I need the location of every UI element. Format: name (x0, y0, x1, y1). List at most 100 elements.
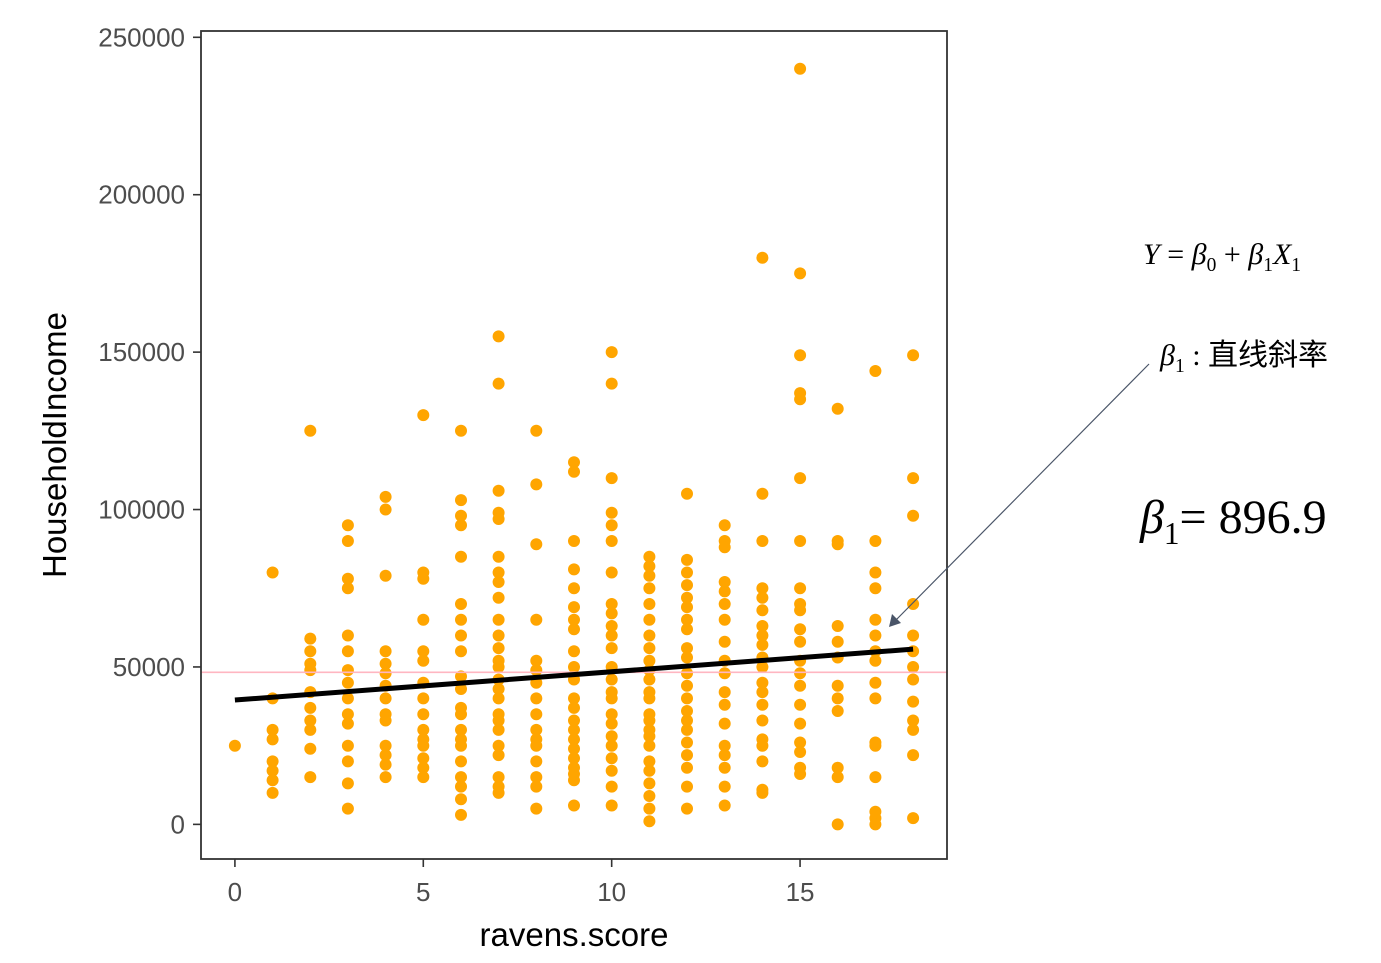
data-point (379, 714, 392, 727)
data-point (907, 472, 920, 485)
data-point (341, 645, 354, 658)
data-point (869, 654, 882, 667)
data-point (568, 714, 580, 727)
data-point (417, 708, 430, 721)
regression-line (234, 646, 914, 703)
data-point (756, 714, 769, 727)
data-point (568, 752, 580, 765)
data-point (341, 519, 354, 532)
data-point (605, 346, 618, 359)
data-point (718, 761, 731, 774)
data-point (869, 535, 882, 547)
data-point (530, 654, 543, 667)
data-point (643, 802, 656, 815)
data-point (379, 645, 392, 658)
data-point (492, 723, 505, 736)
data-point (530, 692, 543, 705)
data-point (379, 692, 392, 705)
data-point (341, 777, 354, 790)
formula-beta0-sub: 0 (1206, 254, 1217, 276)
data-point (794, 393, 807, 406)
data-point (492, 576, 505, 588)
data-point (304, 714, 317, 727)
data-point (568, 563, 580, 576)
data-point (492, 692, 505, 705)
data-point (341, 755, 354, 768)
points-layer (228, 62, 920, 831)
data-point (417, 613, 430, 626)
data-point (643, 582, 656, 595)
data-point (568, 456, 580, 469)
y-tick-label: 150000 (98, 337, 185, 367)
data-point (455, 771, 467, 784)
data-point (681, 591, 693, 604)
data-point (756, 535, 769, 547)
data-point (643, 730, 656, 743)
data-point (643, 790, 656, 802)
data-point (568, 742, 580, 755)
data-point (643, 569, 656, 582)
y-tick-label: 0 (171, 809, 185, 839)
data-point (228, 739, 241, 752)
data-point (455, 670, 467, 683)
formula-x1: X (1272, 238, 1292, 271)
data-point (379, 758, 392, 771)
data-point (266, 566, 279, 579)
data-point (530, 664, 543, 677)
data-point (379, 490, 392, 503)
data-point (455, 793, 467, 806)
data-point (492, 786, 505, 799)
data-point (907, 673, 920, 686)
data-point (756, 698, 769, 711)
data-point (907, 509, 920, 522)
data-point (341, 664, 354, 677)
data-point (756, 582, 769, 595)
data-point (568, 613, 580, 626)
data-point (681, 566, 693, 579)
data-point (907, 661, 920, 673)
data-point (681, 705, 693, 717)
data-point (831, 538, 844, 551)
data-point (568, 465, 580, 478)
data-point (379, 739, 392, 752)
data-point (831, 761, 844, 774)
data-point (605, 566, 618, 579)
formula-beta1: β (1248, 238, 1264, 271)
data-point (643, 764, 656, 777)
data-point (831, 620, 844, 632)
data-point (530, 478, 543, 491)
data-point (794, 349, 807, 362)
data-point (417, 771, 430, 784)
data-point (681, 714, 693, 727)
data-point (718, 686, 731, 699)
data-point (794, 623, 807, 636)
data-point (492, 629, 505, 642)
data-point (341, 708, 354, 721)
data-point (379, 569, 392, 582)
data-point (605, 519, 618, 532)
data-point (492, 683, 505, 695)
data-point (568, 774, 580, 787)
data-point (907, 598, 920, 610)
data-point (907, 714, 920, 727)
data-point (794, 582, 807, 595)
data-point (681, 667, 693, 680)
data-point (681, 579, 693, 592)
data-point (568, 799, 580, 812)
data-point (568, 701, 580, 714)
data-point (304, 742, 317, 755)
data-point (681, 679, 693, 692)
data-point (907, 723, 920, 736)
data-point (681, 623, 693, 636)
slope-value: β1= 896.9 (1140, 490, 1327, 549)
data-point (379, 749, 392, 762)
data-point (530, 771, 543, 784)
data-point (455, 683, 467, 695)
data-point (266, 774, 279, 787)
data-point (568, 623, 580, 636)
data-point (605, 607, 618, 620)
data-point (379, 667, 392, 680)
data-point (492, 566, 505, 579)
x-tick-label: 0 (228, 877, 242, 907)
slope-label: β1 : 直线斜率 (1160, 330, 1328, 376)
